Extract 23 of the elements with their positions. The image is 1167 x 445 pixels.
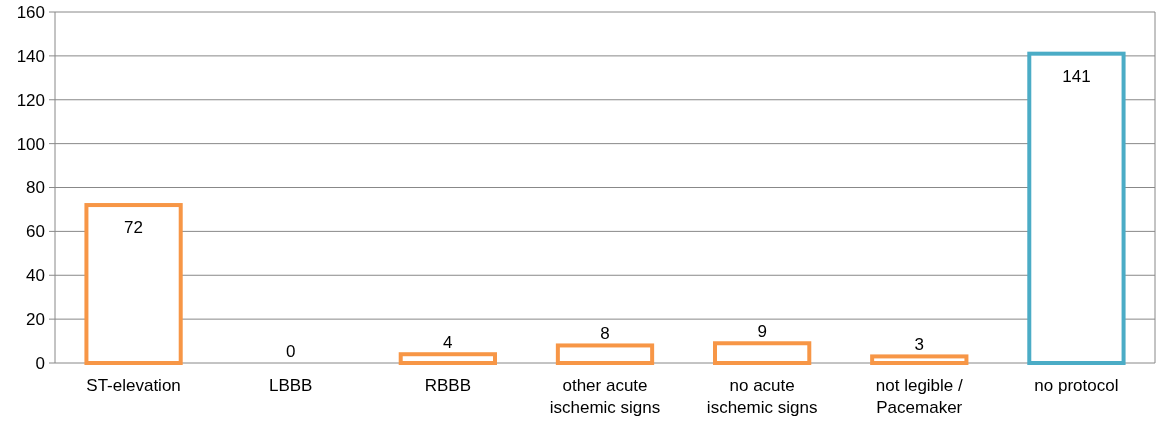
y-tick-label: 160 bbox=[16, 2, 45, 22]
y-tick-label: 140 bbox=[16, 46, 45, 66]
x-tick-label: LBBB bbox=[268, 376, 313, 395]
data-label: 0 bbox=[285, 342, 296, 361]
y-tick-label: 40 bbox=[26, 266, 45, 286]
data-label: 141 bbox=[1062, 66, 1091, 86]
y-tick-label: 60 bbox=[26, 222, 45, 242]
data-label: 72 bbox=[124, 218, 144, 238]
x-tick-label: RBBB bbox=[424, 376, 472, 395]
x-tick-label: no acute ischemic signs bbox=[706, 376, 818, 417]
y-tick-label: 20 bbox=[26, 310, 45, 330]
data-label: 9 bbox=[757, 322, 767, 342]
y-tick-label: 100 bbox=[16, 134, 45, 154]
x-tick-label: ST-elevation bbox=[86, 376, 181, 395]
x-tick-label: not legible / Pacemaker bbox=[875, 376, 964, 417]
x-tick-label: no protocol bbox=[1034, 376, 1119, 395]
data-label: 4 bbox=[443, 333, 453, 353]
y-tick-label: 120 bbox=[16, 90, 45, 110]
y-tick-label: 80 bbox=[26, 178, 45, 198]
y-tick-label: 0 bbox=[35, 353, 45, 373]
data-label: 3 bbox=[914, 335, 925, 355]
data-label: 8 bbox=[600, 324, 610, 344]
x-tick-label: other acute ischemic signs bbox=[549, 376, 661, 417]
